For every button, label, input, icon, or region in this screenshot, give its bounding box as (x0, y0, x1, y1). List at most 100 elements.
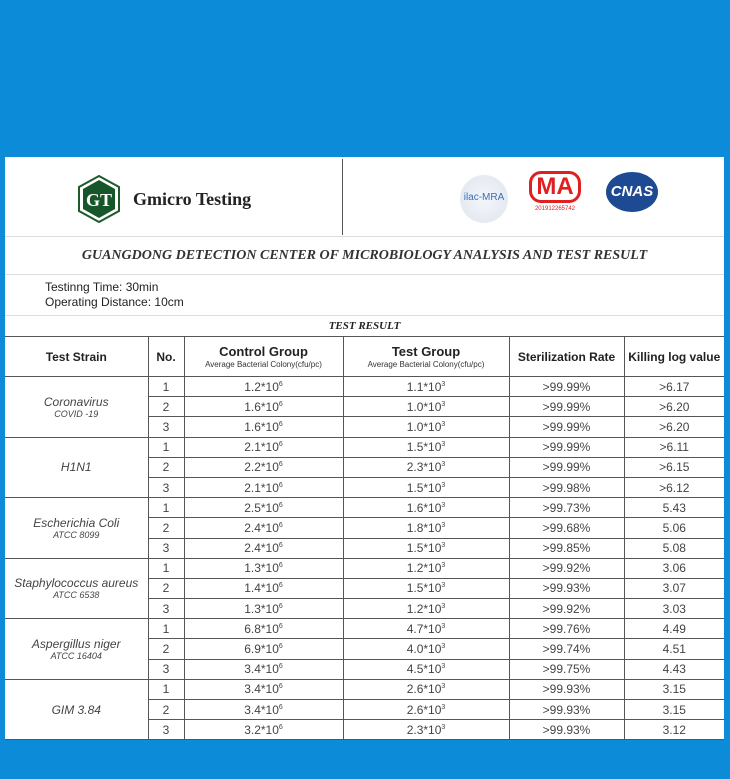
test-exponent: 3 (441, 481, 446, 489)
test-group-cell: 4.7*103 (342, 618, 510, 640)
control-value: 3.2*10 (244, 722, 279, 737)
header-test-group: Test Group Average Bacterial Colony(cfu/p… (342, 336, 510, 377)
strain-name: Escherichia Coli (33, 515, 120, 530)
no-cell: 1 (147, 618, 185, 640)
svg-text:GT: GT (86, 190, 112, 210)
control-value: 1.6*10 (244, 399, 279, 414)
test-value: 1.2*10 (406, 601, 442, 616)
control-group-cell: 6.8*106 (183, 618, 344, 640)
test-strain-cell: GIM 3.84 (5, 678, 149, 741)
table-row: 2 1.6*106 1.0*103 >99.99% >6.20 (5, 396, 724, 418)
no-cell: 1 (147, 375, 185, 398)
test-value: 1.0*10 (406, 399, 442, 414)
no-cell: 2 (148, 698, 185, 721)
report-title: GUANGDONG DETECTION CENTER OF MICROBIOLO… (5, 237, 724, 275)
control-exponent: 6 (278, 501, 283, 509)
test-group-cell: 1.5*103 (342, 577, 510, 600)
sterilization-rate-cell: >99.99% (508, 416, 625, 438)
control-group-cell: 1.6*106 (183, 416, 344, 438)
test-exponent: 3 (441, 622, 446, 630)
control-value: 1.3*10 (244, 601, 279, 616)
control-exponent: 6 (278, 643, 283, 651)
no-cell: 2 (148, 517, 185, 539)
test-value: 4.5*10 (406, 662, 442, 677)
table-row: 2 2.2*106 2.3*103 >99.99% >6.15 (5, 456, 724, 478)
killing-log-cell: 5.08 (623, 537, 724, 559)
report-header: GT Gmicro Testing ilac-MRA MA 2019122657… (5, 157, 724, 237)
control-value: 2.5*10 (244, 500, 279, 515)
test-strain-cell: H1N1 (5, 436, 149, 499)
table-header-row: Test Strain No. Control Group Average Bac… (5, 336, 724, 377)
test-exponent: 3 (441, 562, 446, 570)
sterilization-rate-cell: >99.75% (508, 658, 625, 680)
test-exponent: 3 (441, 602, 446, 610)
no-cell: 2 (148, 456, 185, 478)
sterilization-rate-cell: >99.93% (508, 698, 625, 721)
control-group-cell: 1.3*106 (183, 557, 344, 579)
control-value: 1.4*10 (244, 581, 279, 596)
operating-distance: Operating Distance: 10cm (45, 295, 184, 309)
ilac-mra-logo: ilac-MRA (460, 175, 508, 223)
control-exponent: 6 (278, 521, 283, 529)
sterilization-rate-cell: >99.99% (508, 396, 625, 418)
table-row: GIM 3.84 1 3.4*106 2.6*103 >99.93% 3.15 (5, 678, 724, 741)
header-divider (342, 159, 343, 235)
killing-log-cell: >6.20 (623, 396, 724, 418)
control-exponent: 6 (278, 481, 283, 489)
sterilization-rate-cell: >99.99% (508, 456, 625, 478)
killing-log-cell: >6.12 (623, 476, 724, 499)
control-group-cell: 2.2*106 (183, 456, 344, 478)
control-value: 1.2*10 (244, 379, 279, 394)
control-group-cell: 3.2*106 (183, 719, 344, 741)
no-cell: 2 (148, 396, 185, 418)
test-exponent: 3 (441, 461, 446, 469)
control-exponent: 6 (278, 723, 283, 731)
brand-name: Gmicro Testing (133, 189, 252, 209)
sterilization-rate-cell: >99.92% (508, 598, 625, 620)
control-group-cell: 3.4*106 (183, 698, 344, 721)
test-group-sublabel: Average Bacterial Colony(cfu/pc) (367, 360, 485, 369)
test-conditions: Testinng Time: 30min Operating Distance:… (45, 280, 184, 310)
sterilization-rate-cell: >99.99% (508, 436, 625, 458)
test-value: 1.8*10 (406, 520, 442, 535)
control-exponent: 6 (278, 622, 283, 630)
killing-log-cell: 3.06 (623, 557, 724, 579)
killing-log-cell: 3.03 (623, 598, 724, 620)
test-value: 2.6*10 (406, 702, 442, 717)
killing-log-cell: 4.43 (623, 658, 724, 680)
killing-log-cell: >6.20 (623, 416, 724, 438)
control-exponent: 6 (278, 441, 283, 449)
test-exponent: 3 (441, 663, 446, 671)
sterilization-rate-cell: >99.73% (508, 497, 625, 519)
control-group-label: Control Group (219, 344, 308, 359)
control-group-cell: 2.4*106 (183, 517, 344, 539)
table-row: Aspergillus niger ATCC 16404 1 6.8*106 4.7*1… (5, 618, 724, 680)
no-cell: 2 (148, 577, 185, 600)
test-value: 4.7*10 (406, 621, 442, 636)
test-value: 2.3*10 (406, 460, 442, 475)
no-cell: 3 (148, 416, 185, 438)
control-value: 6.8*10 (244, 621, 279, 636)
control-exponent: 6 (278, 663, 283, 671)
test-value: 1.1*10 (406, 379, 442, 394)
test-group-cell: 2.6*103 (342, 678, 510, 701)
killing-log-cell: >6.17 (623, 375, 724, 398)
killing-log-cell: 3.15 (623, 678, 724, 701)
sterilization-rate-cell: >99.93% (508, 678, 625, 701)
strain-name: Staphylococcus aureus (14, 576, 139, 591)
test-strain-cell: Coronavirus COVID -19 (5, 376, 149, 438)
killing-log-cell: 3.07 (623, 577, 724, 600)
test-value: 1.5*10 (406, 581, 442, 596)
strain-code: ATCC 8099 (53, 529, 100, 540)
test-value: 1.5*10 (406, 480, 442, 495)
control-group-cell: 1.4*106 (183, 577, 344, 600)
test-group-cell: 1.6*103 (342, 497, 510, 519)
no-cell: 3 (148, 598, 185, 620)
killing-log-cell: 3.15 (623, 698, 724, 721)
sterilization-rate-cell: >99.93% (508, 577, 625, 600)
control-exponent: 6 (278, 683, 283, 691)
testing-time: Testinng Time: 30min (45, 280, 159, 294)
test-exponent: 3 (441, 501, 446, 509)
table-row: Staphylococcus aureus ATCC 6538 1 1.3*106 1.… (5, 557, 724, 620)
test-value: 4.0*10 (406, 642, 442, 657)
